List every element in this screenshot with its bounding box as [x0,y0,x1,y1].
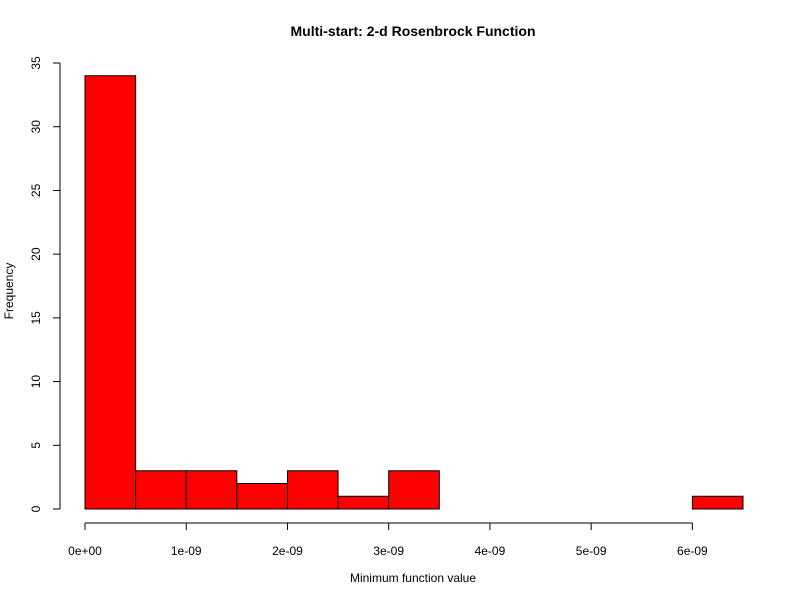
x-tick-label: 5e-09 [576,544,607,558]
y-tick-label: 30 [29,120,43,134]
x-tick-label: 1e-09 [171,544,202,558]
x-tick-label: 4e-09 [475,544,506,558]
y-tick-label: 35 [29,56,43,70]
y-tick-label: 10 [29,375,43,389]
chart-title: Multi-start: 2-d Rosenbrock Function [291,23,536,39]
histogram-bar-12 [691,495,744,510]
x-axis: 0e+00 1e-09 2e-09 3e-09 4e-09 5e-09 6e-09 [68,522,708,558]
histogram-bar-5 [337,495,390,510]
x-tick-label: 3e-09 [373,544,404,558]
histogram-bar-4 [286,470,339,510]
y-tick-label: 20 [29,247,43,261]
histogram-bar-6 [388,470,440,510]
y-tick-label: 25 [29,183,43,197]
y-axis-label: Frequency [2,263,16,320]
x-tick-label: 6e-09 [677,544,708,558]
y-tick-label: 0 [29,505,43,512]
histogram-bar-0 [84,75,137,510]
histogram-bars [84,75,744,510]
histogram-bar-3 [236,483,288,510]
x-tick-label: 0e+00 [68,544,102,558]
x-tick-label: 2e-09 [272,544,303,558]
y-tick-label: 15 [29,311,43,325]
histogram-bar-1 [135,470,187,510]
y-tick-label: 5 [29,442,43,449]
y-axis: 0 5 10 15 20 25 30 35 [29,56,61,512]
histogram-bar-2 [185,470,238,510]
x-axis-label: Minimum function value [350,571,476,585]
